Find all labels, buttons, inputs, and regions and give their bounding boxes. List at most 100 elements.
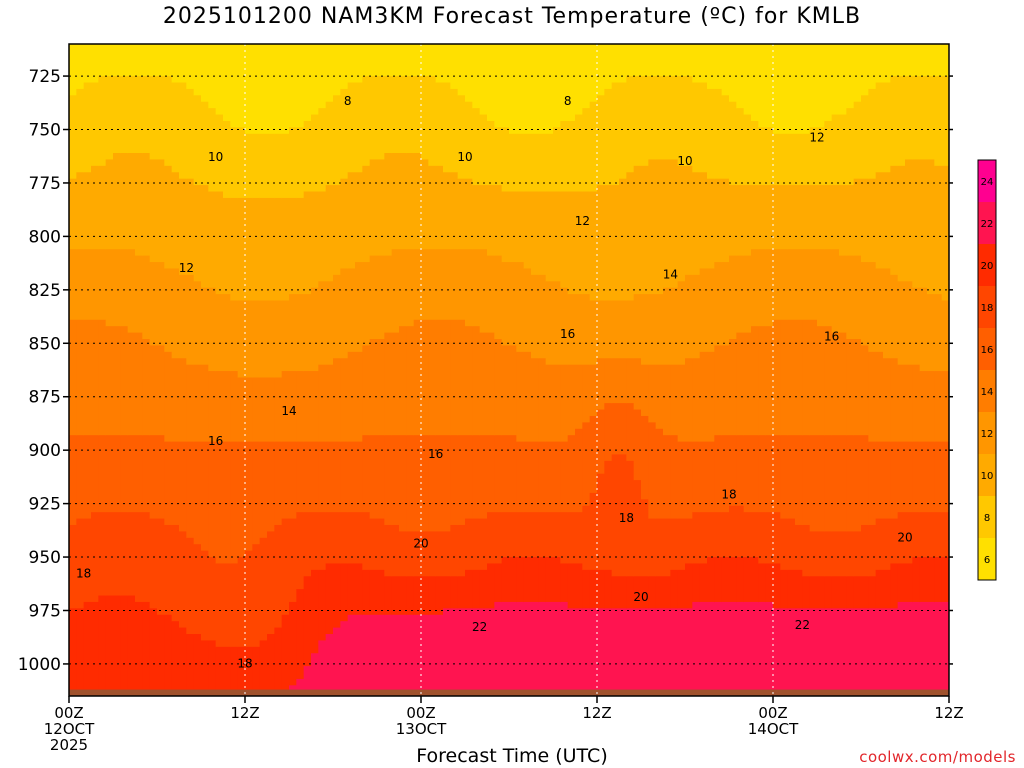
- temperature-band-cell: [105, 595, 114, 696]
- temperature-band-cell: [824, 326, 833, 436]
- temperature-band-cell: [531, 512, 539, 558]
- temperature-band-cell: [157, 76, 165, 161]
- temperature-band-cell: [179, 627, 187, 696]
- temperature-band-cell: [384, 435, 393, 526]
- temperature-band-cell: [164, 44, 173, 77]
- temperature-band-cell: [186, 274, 195, 366]
- temperature-band-cell: [311, 114, 319, 193]
- temperature-band-cell: [494, 44, 503, 128]
- temperature-band-cell: [751, 249, 759, 327]
- temperature-band-cell: [890, 44, 899, 77]
- temperature-band-cell: [435, 82, 444, 167]
- x-tick-label: 2025: [50, 736, 88, 754]
- temperature-band-cell: [69, 608, 77, 696]
- temperature-band-cell: [589, 101, 598, 193]
- temperature-band-cell: [941, 371, 949, 443]
- temperature-band-cell: [560, 364, 569, 443]
- temperature-band-cell: [641, 499, 649, 577]
- temperature-band-cell: [267, 300, 275, 379]
- temperature-band-cell: [883, 44, 891, 84]
- temperature-band-cell: [83, 601, 92, 696]
- temperature-band-cell: [729, 185, 737, 257]
- temperature-band-cell: [875, 518, 884, 571]
- temperature-band-cell: [905, 364, 913, 443]
- temperature-band-cell: [303, 191, 312, 295]
- colorbar: 6 8 10 12 14 16 18 20 22 24: [977, 159, 997, 581]
- temperature-band-cell: [721, 435, 730, 513]
- temperature-band-cell: [861, 95, 869, 180]
- temperature-band-cell: [509, 44, 517, 135]
- temperature-band-cell: [179, 82, 187, 180]
- temperature-band-cell: [897, 563, 906, 603]
- temperature-band-cell: [575, 44, 583, 116]
- temperature-band-cell: [817, 326, 825, 436]
- temperature-band-cell: [670, 364, 679, 436]
- temperature-band-cell: [736, 108, 745, 186]
- temperature-band-cell: [443, 82, 451, 173]
- temperature-band-cell: [69, 178, 77, 250]
- temperature-band-cell: [597, 409, 605, 475]
- temperature-band-cell: [597, 44, 605, 96]
- temperature-band-cell: [523, 191, 532, 270]
- temperature-band-cell: [846, 531, 855, 577]
- temperature-band-cell: [296, 127, 305, 199]
- coolwx-link[interactable]: coolwx.com/models: [859, 748, 1016, 766]
- temperature-band-cell: [487, 185, 495, 257]
- temperature-band-cell: [362, 569, 371, 616]
- temperature-band-cell: [787, 608, 796, 696]
- temperature-band-cell: [76, 608, 85, 696]
- temperature-band-cell: [934, 165, 943, 295]
- temperature-band-cell: [795, 44, 803, 135]
- temperature-band-cell: [809, 185, 818, 250]
- temperature-band-cell: [362, 165, 371, 263]
- temperature-band-cell: [582, 364, 591, 423]
- contour-label: 10: [457, 150, 472, 164]
- temperature-band-cell: [479, 114, 488, 186]
- temperature-band-cell: [626, 172, 635, 302]
- temperature-band-cell: [421, 531, 429, 577]
- temperature-band-cell: [919, 287, 928, 372]
- temperature-band-cell: [780, 133, 789, 186]
- y-tick-label: 925: [29, 495, 61, 515]
- temperature-band-cell: [296, 589, 305, 680]
- temperature-band-cell: [501, 44, 510, 128]
- temperature-band-cell: [824, 249, 833, 327]
- temperature-band-cell: [765, 185, 774, 250]
- colorbar-swatch: [978, 412, 996, 454]
- temperature-band-cell: [443, 319, 451, 436]
- temperature-band-cell: [641, 165, 649, 295]
- temperature-band-cell: [340, 268, 349, 359]
- temperature-band-cell: [259, 197, 268, 302]
- temperature-band-cell: [604, 300, 613, 359]
- temperature-band-cell: [780, 435, 789, 520]
- temperature-band-cell: [362, 262, 371, 347]
- temperature-band-cell: [663, 576, 671, 609]
- temperature-band-cell: [538, 441, 547, 513]
- temperature-band-cell: [399, 531, 407, 577]
- temperature-band-cell: [428, 319, 437, 436]
- temperature-band-cell: [677, 441, 686, 520]
- temperature-band-cell: [421, 319, 429, 436]
- temperature-band-cell: [428, 76, 437, 167]
- temperature-band-cell: [787, 133, 796, 186]
- temperature-band-cell: [611, 576, 620, 609]
- temperature-band-cell: [919, 371, 928, 443]
- temperature-band-cell: [340, 563, 349, 622]
- temperature-band-cell: [487, 332, 495, 436]
- temperature-band-cell: [91, 82, 99, 167]
- colorbar-swatch: [978, 496, 996, 538]
- temperature-band-cell: [846, 435, 855, 532]
- temperature-band-cell: [663, 287, 671, 366]
- temperature-band-cell: [545, 557, 554, 603]
- temperature-band-cell: [934, 557, 943, 603]
- temperature-band-cell: [509, 191, 517, 263]
- temperature-band-cell: [450, 524, 459, 577]
- temperature-band-cell: [252, 441, 261, 545]
- temperature-band-cell: [868, 524, 877, 577]
- temperature-band-cell: [714, 557, 723, 603]
- temperature-band-cell: [809, 576, 818, 609]
- temperature-band-cell: [575, 364, 583, 430]
- temperature-band-cell: [883, 268, 891, 359]
- temperature-band-cell: [809, 249, 818, 321]
- temperature-band-cell: [912, 287, 921, 366]
